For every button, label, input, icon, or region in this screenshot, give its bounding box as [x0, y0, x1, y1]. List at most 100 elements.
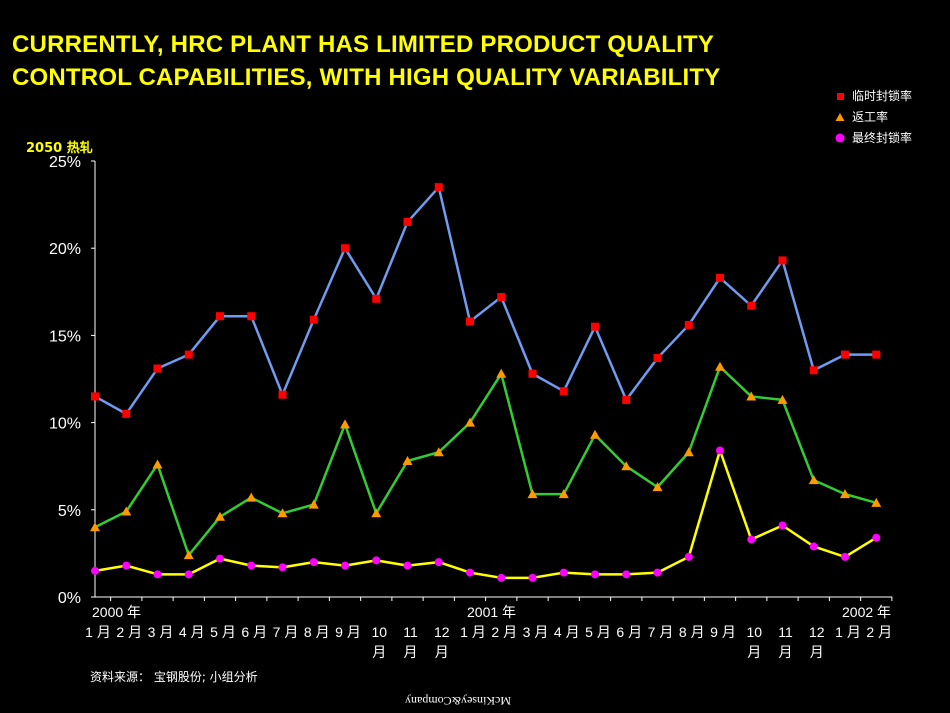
data-point-circle — [622, 570, 631, 579]
data-point-square — [466, 317, 474, 326]
data-point-square — [778, 256, 787, 265]
data-point-square — [497, 293, 506, 302]
data-point-circle — [528, 573, 537, 582]
data-point-triangle — [746, 391, 757, 401]
data-point-circle — [403, 561, 412, 570]
data-point-triangle — [246, 492, 257, 502]
x-year-label: 2000 年 — [92, 604, 141, 620]
data-point-square — [809, 366, 818, 375]
data-point-circle — [247, 561, 256, 570]
data-point-square — [153, 364, 162, 373]
data-point-triangle — [871, 497, 882, 507]
unit-label: 2050 热轧 — [26, 141, 93, 156]
x-tick-label: 月 — [810, 644, 824, 660]
data-point-triangle — [621, 461, 632, 471]
data-point-circle — [466, 568, 474, 577]
data-point-square — [716, 273, 724, 282]
data-point-circle — [91, 566, 99, 575]
data-point-square — [372, 294, 381, 303]
x-tick-label: 2 月 — [866, 624, 892, 640]
data-point-triangle — [840, 489, 850, 499]
x-tick-label: 5 月 — [210, 624, 236, 640]
data-point-triangle — [340, 419, 350, 429]
x-tick-label: 月 — [404, 644, 418, 660]
y-tick-label: 5% — [58, 503, 81, 520]
data-point-triangle — [590, 429, 600, 439]
y-tick-label: 20% — [49, 241, 81, 258]
data-point-square — [653, 354, 662, 363]
data-point-triangle — [90, 522, 100, 532]
x-tick-label: 月 — [435, 644, 449, 660]
x-tick-label: 9 月 — [710, 624, 736, 640]
data-point-circle — [591, 570, 599, 579]
data-point-square — [591, 322, 599, 331]
x-tick-label: 10 — [746, 624, 762, 640]
y-tick-label: 10% — [49, 416, 81, 433]
data-point-triangle — [558, 489, 569, 499]
x-tick-label: 3 月 — [523, 624, 549, 640]
data-point-circle — [434, 558, 443, 567]
data-point-triangle — [777, 394, 788, 404]
data-point-triangle — [402, 455, 413, 465]
x-year-label: 2001 年 — [467, 604, 516, 620]
data-point-triangle — [152, 459, 163, 469]
data-point-circle — [841, 552, 849, 561]
square-marker-icon — [834, 90, 846, 102]
data-point-triangle — [808, 475, 819, 485]
data-point-square — [341, 244, 349, 253]
data-point-circle — [747, 535, 756, 544]
x-tick-label: 3 月 — [148, 624, 174, 640]
data-point-circle — [122, 561, 131, 570]
legend-label-2: 返工率 — [852, 110, 889, 124]
legend-label-1: 临时封锁率 — [852, 89, 913, 103]
data-point-triangle — [496, 368, 507, 378]
data-point-square — [278, 390, 287, 399]
data-point-triangle — [715, 361, 725, 371]
x-tick-label: 12 — [809, 624, 825, 640]
legend: 临时封锁率 返工率 最终封锁率 — [834, 85, 912, 148]
data-point-triangle — [652, 482, 663, 492]
data-point-square — [122, 409, 131, 418]
data-point-square — [216, 312, 224, 321]
data-point-circle — [684, 552, 693, 561]
data-point-circle — [653, 568, 662, 577]
circle-marker-icon — [834, 132, 846, 144]
data-point-square — [559, 387, 568, 396]
x-tick-label: 2 月 — [491, 624, 517, 640]
x-tick-label: 5 月 — [585, 624, 611, 640]
legend-item-3: 最终封锁率 — [834, 127, 912, 148]
y-tick-label: 0% — [58, 590, 81, 607]
data-point-square — [309, 315, 318, 324]
company-logo: McKinsey&Company — [405, 694, 511, 708]
data-point-square — [528, 369, 537, 378]
x-tick-label: 11 — [403, 624, 418, 640]
x-tick-label: 2 月 — [116, 624, 142, 640]
data-point-circle — [809, 542, 818, 551]
data-point-square — [747, 301, 756, 310]
x-tick-label: 6 月 — [616, 624, 642, 640]
x-tick-label: 1 月 — [85, 624, 111, 640]
data-point-triangle — [371, 508, 382, 518]
x-tick-label: 10 — [371, 624, 387, 640]
x-tick-label: 7 月 — [273, 624, 299, 640]
data-point-square — [841, 350, 849, 359]
data-point-triangle — [683, 447, 694, 457]
legend-item-1: 临时封锁率 — [834, 85, 912, 106]
x-tick-label: 8 月 — [679, 624, 705, 640]
x-tick-label: 9 月 — [335, 624, 361, 640]
data-point-square — [403, 218, 412, 227]
x-tick-label: 8 月 — [304, 624, 330, 640]
x-tick-label: 11 — [778, 624, 793, 640]
data-point-triangle — [121, 506, 132, 516]
data-point-circle — [216, 554, 224, 563]
data-point-circle — [872, 533, 881, 542]
data-point-triangle — [433, 447, 444, 457]
data-point-circle — [497, 573, 506, 582]
x-tick-label: 4 月 — [554, 624, 580, 640]
x-tick-label: 月 — [747, 644, 761, 660]
series-line-2 — [94, 365, 877, 557]
y-tick-label: 25% — [49, 154, 81, 171]
legend-label-3: 最终封锁率 — [852, 131, 913, 145]
chart-title-line-2: CONTROL CAPABILITIES, WITH HIGH QUALITY … — [12, 64, 721, 91]
